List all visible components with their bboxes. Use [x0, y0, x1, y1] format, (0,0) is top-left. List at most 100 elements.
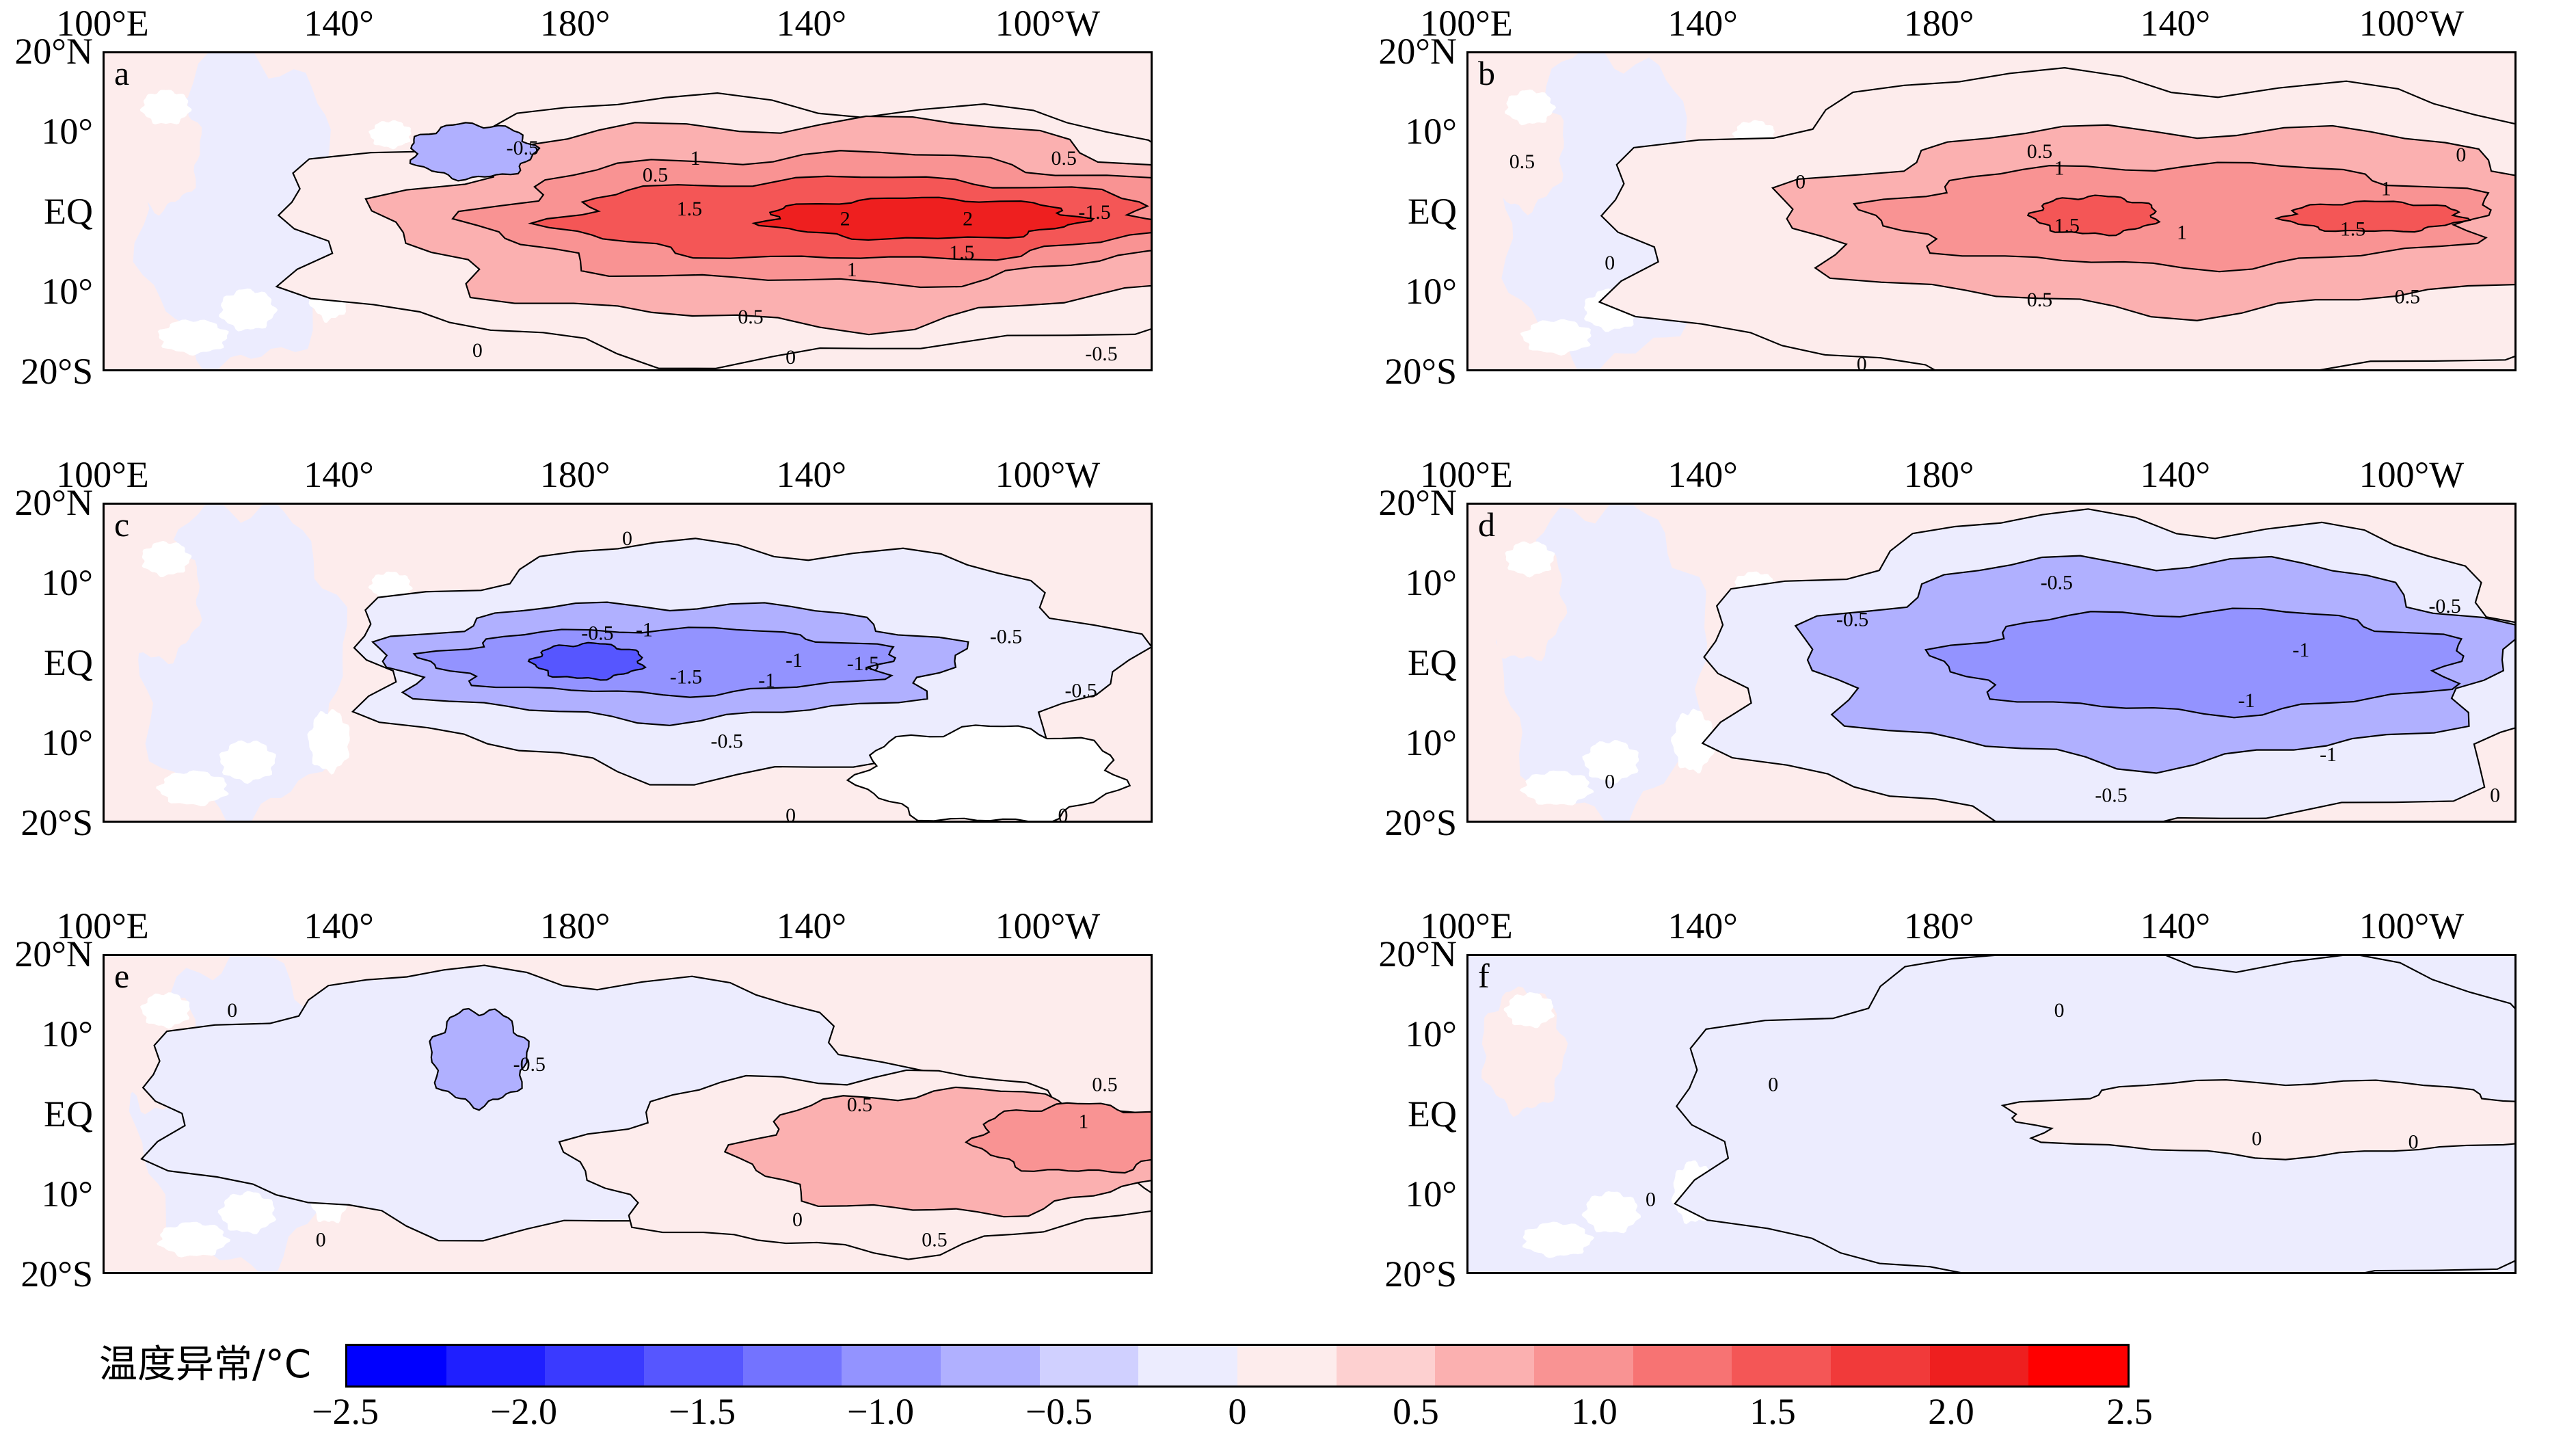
contour-value-label: -1.5: [670, 666, 702, 689]
colorbar: [345, 1344, 2130, 1388]
latitude-label: 10°: [41, 722, 93, 763]
longitude-label: 140°: [2140, 3, 2211, 44]
longitude-label: 140°: [2140, 905, 2211, 946]
colorbar-tick-label: 0: [1228, 1391, 1247, 1432]
latitude-label: EQ: [1408, 642, 1457, 683]
contour-value-label: 0.5: [922, 1229, 947, 1251]
longitude-label: 100°W: [995, 454, 1101, 495]
land-mask: [157, 1221, 231, 1258]
colorbar-tick-label: 1.0: [1571, 1391, 1618, 1432]
land-mask: [1505, 541, 1555, 578]
contour-value-label: -0.5: [2428, 595, 2460, 618]
contour-1.5: [2026, 194, 2161, 237]
colorbar-cell: [2028, 1346, 2128, 1385]
map-panel-d: -0.5 -1 -1 -1 -0.5 -0.5 0 0 -0.5 d: [1466, 503, 2517, 823]
longitude-label: 140°: [1667, 454, 1738, 495]
land-mask: [140, 992, 190, 1029]
colorbar-tick-label: 0.5: [1393, 1391, 1439, 1432]
map-panel-a: 0.5 1 1.5 2 2 1.5 -1.5 1 0.5 0.5 0 -0.5 0 -0.5 a: [103, 51, 1153, 371]
latitude-label: EQ: [44, 642, 93, 683]
latitude-label: 20°S: [1384, 802, 1457, 843]
longitude-label: 100°E: [56, 905, 149, 946]
latitude-label: 20°N: [1378, 933, 1457, 974]
contour-neg: [409, 122, 541, 182]
latitude-label: 20°S: [1384, 351, 1457, 392]
longitude-label: 100°W: [995, 905, 1101, 946]
longitude-label: 180°: [539, 3, 611, 44]
latitude-label: 20°S: [1384, 1254, 1457, 1295]
contour-neg-1: [1924, 607, 2465, 719]
longitude-label: 180°: [1903, 3, 1974, 44]
contour-value-label: -0.5: [1836, 609, 1868, 631]
longitude-label: 100°W: [2359, 454, 2465, 495]
contour-value-label: 0.5: [1510, 150, 1535, 173]
longitude-label: 100°W: [2359, 3, 2465, 44]
colorbar-cell: [644, 1346, 743, 1385]
longitude-label: 140°: [304, 454, 374, 495]
latitude-label: 10°: [1405, 1013, 1457, 1055]
contour-value-label: -0.5: [2041, 572, 2073, 594]
map-panel-c: -0.5 -1 -1.5 -1.5 -1 -0.5 -0.5 -1 -0.5 0 0 0 c: [103, 503, 1153, 823]
colorbar-cell: [1633, 1346, 1732, 1385]
contour-value-label: -0.5: [711, 730, 743, 753]
contour-value-label: 1: [2177, 222, 2187, 244]
land-mask: [1503, 992, 1555, 1029]
longitude-label: 100°E: [56, 3, 149, 44]
latitude-label: 20°S: [21, 1254, 93, 1295]
sst-anomaly-field-f: 0 0 0 0 0: [1468, 956, 2514, 1272]
latitude-label: 10°: [41, 1174, 93, 1215]
colorbar-cell: [1435, 1346, 1535, 1385]
contour-value-label: -1: [636, 619, 653, 641]
latitude-label: 10°: [41, 271, 93, 312]
contour-value-label: 0: [1857, 353, 1867, 369]
land-mask: [219, 740, 276, 784]
longitude-label: 100°E: [1420, 454, 1513, 495]
land-mask: [1519, 770, 1594, 806]
sst-anomaly-field-a: 0.5 1 1.5 2 2 1.5 -1.5 1 0.5 0.5 0 -0.5 0 -0.5: [105, 53, 1151, 369]
latitude-label: 20°N: [1378, 482, 1457, 523]
latitude-label: 10°: [1405, 1174, 1457, 1215]
land-mask: [217, 1191, 277, 1234]
colorbar-cell: [1039, 1346, 1139, 1385]
longitude-label: 140°: [304, 905, 374, 946]
contour-value-label: 2: [840, 208, 850, 230]
longitude-label: 140°: [776, 3, 847, 44]
contour-value-label: 0: [2409, 1130, 2419, 1153]
colorbar-cell: [1831, 1346, 1930, 1385]
panel-label-c: c: [114, 505, 130, 544]
contour-value-label: 0: [1795, 171, 1806, 194]
latitude-label: 10°: [41, 1013, 93, 1055]
latitude-label: EQ: [44, 191, 93, 232]
contour-value-label: 1: [1078, 1111, 1088, 1133]
latitude-label: 20°N: [14, 933, 93, 974]
contour-neg-0.5: [429, 1007, 530, 1111]
latitude-label: 20°N: [1378, 31, 1457, 72]
latitude-label: 10°: [1405, 271, 1457, 312]
latitude-label: 10°: [1405, 562, 1457, 603]
colorbar-tick-label: 2.0: [1928, 1391, 1974, 1432]
contour-value-label: -1: [2320, 743, 2337, 766]
longitude-label: 180°: [1903, 454, 1974, 495]
contour-value-label: -1.5: [847, 652, 879, 675]
contour-value-label: 1.5: [677, 198, 702, 220]
latitude-label: EQ: [44, 1093, 93, 1135]
contour-value-label: 1: [690, 147, 701, 170]
longitude-label: 140°: [304, 3, 374, 44]
latitude-label: 10°: [41, 562, 93, 603]
contour-value-label: 0: [792, 1208, 803, 1231]
contour-value-label: -1: [2292, 639, 2309, 661]
latitude-label: EQ: [1408, 191, 1457, 232]
land-mask: [142, 540, 192, 577]
contour-value-label: -0.5: [507, 137, 539, 159]
colorbar-cell: [1237, 1346, 1337, 1385]
colorbar-cell: [545, 1346, 645, 1385]
colorbar-tick-label: −2.5: [312, 1391, 379, 1432]
latitude-label: 10°: [1405, 722, 1457, 763]
contour-value-label: 0: [472, 339, 483, 362]
contour-value-label: 0: [1605, 771, 1615, 793]
contour-0-band: [2000, 1078, 2514, 1161]
longitude-label: 140°: [1667, 3, 1738, 44]
contour-value-label: 0.5: [847, 1093, 872, 1116]
latitude-label: EQ: [1408, 1093, 1457, 1135]
map-panel-e: 0 -0.5 0 0.5 1 0.5 0.5 0 e: [103, 954, 1153, 1274]
